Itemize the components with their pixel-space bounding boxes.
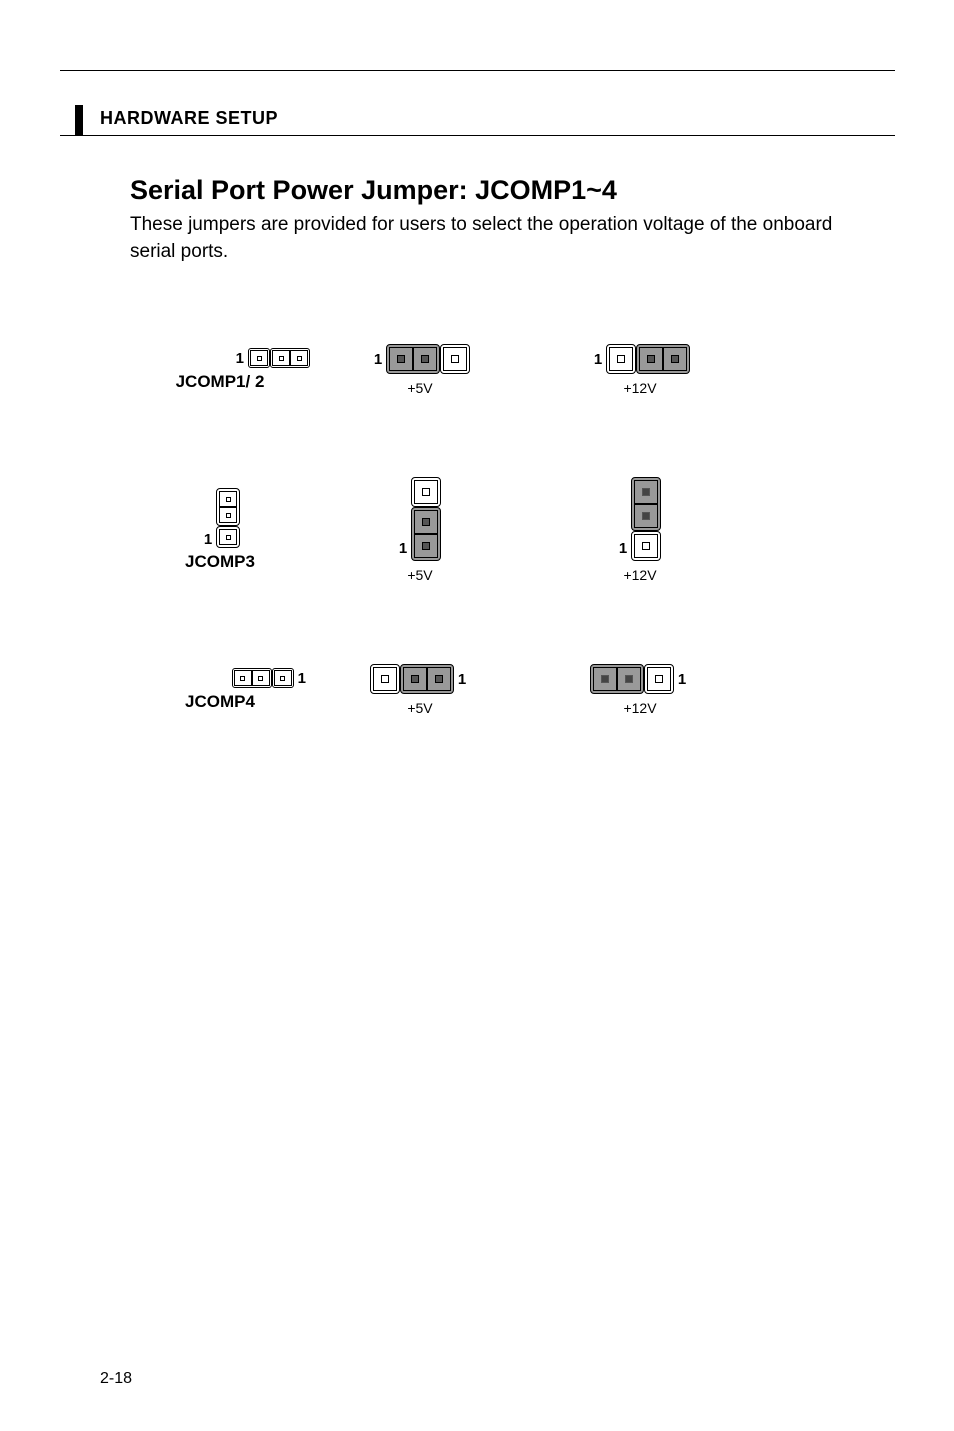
jumper-cell-icon: [440, 344, 470, 374]
config-jcomp12-12v: 1 +12V: [530, 344, 750, 396]
legend-jcomp12: 1 JCOMP1/ 2: [130, 348, 310, 392]
legend-jcomp3: 1 JCOMP3: [130, 488, 310, 572]
config-jcomp4-5v: 1 +5V: [310, 664, 530, 716]
voltage-label: +12V: [623, 700, 656, 716]
config-jcomp3-5v: 1 +5V: [310, 477, 530, 583]
jumper-cell-icon: [631, 531, 661, 561]
pin1-label: 1: [399, 537, 407, 561]
jumper-cap-icon: [400, 664, 454, 694]
jumper-cell-icon: [370, 664, 400, 694]
config-jcomp4-12v: 1 +12V: [530, 664, 750, 716]
pin1-label: 1: [298, 670, 306, 687]
page-heading: Serial Port Power Jumper: JCOMP1~4: [130, 175, 617, 206]
jumper-cell-icon: [272, 668, 294, 688]
voltage-label: +5V: [407, 380, 432, 396]
jumper-row-jcomp12: 1 JCOMP1/ 2 1 +5V 1: [130, 330, 830, 410]
legend-jcomp4: 1 JCOMP4: [130, 668, 310, 712]
pin1-label: 1: [594, 351, 602, 368]
jumper-cap-icon: [411, 507, 441, 561]
jumper-row-jcomp3: 1 JCOMP3 1 +5V 1: [130, 470, 830, 590]
pin1-label: 1: [619, 537, 627, 561]
jumper-cap-icon: [636, 344, 690, 374]
pin1-label: 1: [458, 671, 466, 688]
config-jcomp3-12v: 1 +12V: [530, 477, 750, 583]
section-label: HARDWARE SETUP: [100, 108, 278, 129]
jumper-cell-icon: [606, 344, 636, 374]
pin1-label: 1: [236, 350, 244, 367]
jumper-cap-icon: [631, 477, 661, 531]
jumper-name: JCOMP1/ 2: [130, 372, 310, 392]
jumper-cell-icon: [216, 526, 240, 548]
jumper-cell-icon: [411, 477, 441, 507]
jumper-cap-icon: [386, 344, 440, 374]
voltage-label: +12V: [623, 567, 656, 583]
pin1-label: 1: [374, 351, 382, 368]
pin1-label: 1: [204, 531, 212, 548]
voltage-label: +5V: [407, 700, 432, 716]
pin1-label: 1: [678, 671, 686, 688]
jumper-cap-icon: [248, 348, 270, 368]
config-jcomp12-5v: 1 +5V: [310, 344, 530, 396]
jumper-name: JCOMP4: [130, 692, 310, 712]
jumper-name: JCOMP3: [130, 552, 310, 572]
voltage-label: +12V: [623, 380, 656, 396]
jumper-cap-icon: [232, 668, 272, 688]
body-text: These jumpers are provided for users to …: [130, 212, 850, 265]
page-number: 2-18: [100, 1370, 132, 1388]
jumper-cap-icon: [270, 348, 310, 368]
voltage-label: +5V: [407, 567, 432, 583]
top-rule: [60, 70, 895, 71]
section-rule: [60, 135, 895, 136]
jumper-cap-icon: [216, 488, 240, 526]
jumper-row-jcomp4: 1 JCOMP4 1 +5V 1 +12V: [130, 650, 830, 730]
jumper-cell-icon: [644, 664, 674, 694]
section-mark: [75, 105, 83, 135]
jumper-cap-icon: [590, 664, 644, 694]
